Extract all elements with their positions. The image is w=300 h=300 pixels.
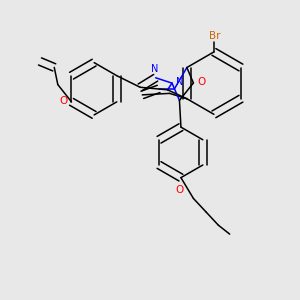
Text: N: N [176,76,183,87]
Text: Br: Br [209,31,220,40]
Text: O: O [197,77,205,87]
Text: N: N [152,64,159,74]
Text: O: O [175,185,184,195]
Text: O: O [59,96,67,106]
